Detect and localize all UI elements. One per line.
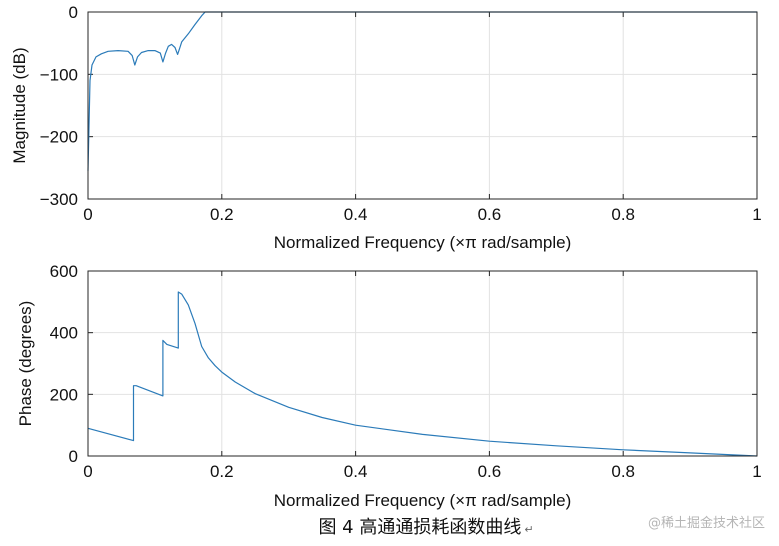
magnitude-plot-area	[88, 12, 757, 199]
phase-x-tick-label: 0.6	[478, 462, 502, 481]
magnitude-y-tick-label: 0	[69, 3, 78, 22]
magnitude-axes-box	[87, 11, 758, 200]
phase-y-tick-label: 600	[50, 262, 78, 281]
phase-x-tick-label: 0.2	[210, 462, 234, 481]
magnitude-response-line	[87, 11, 757, 171]
magnitude-gridlines	[88, 12, 757, 199]
magnitude-x-tick-label: 0	[83, 205, 92, 224]
phase-x-tick-label: 0	[83, 462, 92, 481]
magnitude-y-axis-title: Magnitude (dB)	[10, 47, 29, 163]
caption-return-mark: ↵	[524, 523, 533, 536]
magnitude-series	[87, 11, 757, 171]
phase-y-axis-title: Phase (degrees)	[16, 301, 35, 427]
phase-plot: 0 0.2 0.4 0.6 0.8 1 0 200 400 600 Normalized Freq…	[16, 262, 762, 510]
magnitude-x-tick-label: 0.4	[344, 205, 368, 224]
phase-plot-area	[88, 271, 757, 456]
magnitude-tick-labels: 0 0.2 0.4 0.6 0.8 1 0 −100 −200 −300	[40, 3, 762, 224]
magnitude-x-tick-label: 0.8	[611, 205, 635, 224]
magnitude-x-tick-label: 0.2	[210, 205, 234, 224]
figure-caption-text: 图 4 高通通损耗函数曲线	[318, 517, 521, 538]
phase-x-tick-label: 0.8	[611, 462, 635, 481]
figure-caption: 图 4 高通通损耗函数曲线 ↵	[318, 517, 533, 538]
magnitude-x-tick-label: 0.6	[478, 205, 502, 224]
phase-y-tick-label: 0	[69, 447, 78, 466]
watermark: @稀土掘金技术社区	[648, 515, 765, 531]
phase-x-tick-label: 1	[752, 462, 761, 481]
magnitude-plot: 0 0.2 0.4 0.6 0.8 1 0 −100 −200 −300 Normalized F…	[10, 3, 762, 252]
magnitude-x-axis-title: Normalized Frequency (×π rad/sample)	[274, 233, 572, 252]
phase-series	[87, 291, 758, 457]
magnitude-y-tick-label: −200	[40, 128, 78, 147]
phase-x-axis-title: Normalized Frequency (×π rad/sample)	[274, 491, 572, 510]
phase-response-line	[87, 291, 758, 457]
magnitude-x-tick-label: 1	[752, 205, 761, 224]
phase-y-tick-label: 400	[50, 324, 78, 343]
magnitude-y-tick-label: −300	[40, 190, 78, 209]
phase-gridlines	[88, 271, 757, 456]
magnitude-y-tick-label: −100	[40, 65, 78, 84]
phase-axes-box	[87, 270, 758, 457]
phase-y-tick-label: 200	[50, 385, 78, 404]
phase-x-tick-label: 0.4	[344, 462, 368, 481]
phase-tick-labels: 0 0.2 0.4 0.6 0.8 1 0 200 400 600	[50, 262, 762, 481]
